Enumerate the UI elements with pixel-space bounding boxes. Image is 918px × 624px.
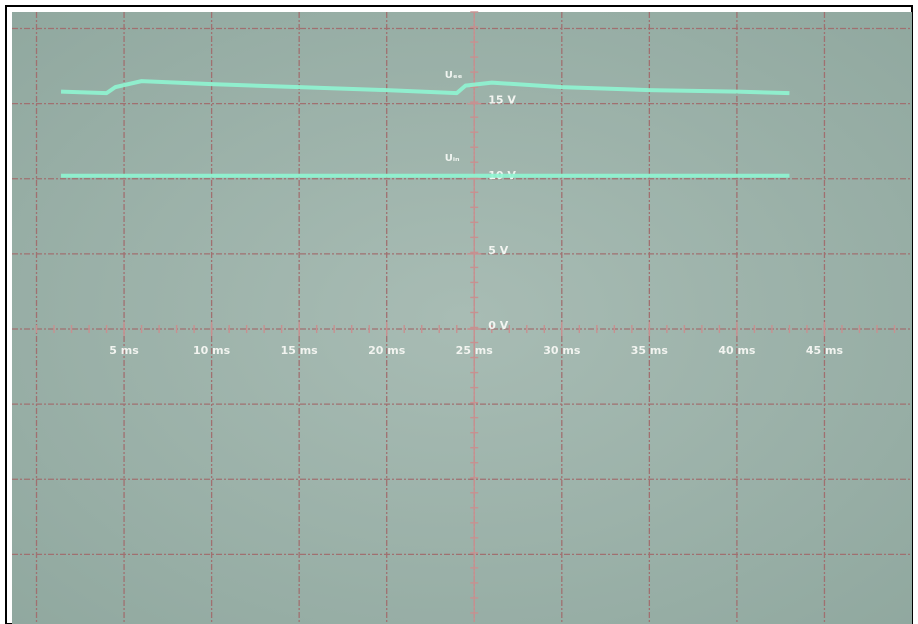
trace-label: Uₑₑ: [445, 70, 463, 81]
y-tick-label: 15 V: [488, 94, 516, 107]
x-tick-label: 35 ms: [631, 344, 669, 357]
x-tick-label: 10 ms: [193, 344, 231, 357]
y-tick-label: 5 V: [488, 244, 508, 257]
x-tick-label: 30 ms: [543, 344, 581, 357]
x-tick-label: 20 ms: [368, 344, 406, 357]
x-tick-label: 5 ms: [109, 344, 139, 357]
y-tick-label: 0 V: [488, 319, 508, 332]
oscilloscope-screen: 0 V5 V10 V15 V5 ms10 ms15 ms20 ms25 ms30…: [0, 0, 918, 624]
x-tick-label: 40 ms: [718, 344, 756, 357]
x-tick-label: 25 ms: [456, 344, 494, 357]
trace-label: Uᵢₙ: [445, 153, 460, 164]
x-tick-label: 45 ms: [806, 344, 844, 357]
x-tick-label: 15 ms: [281, 344, 319, 357]
